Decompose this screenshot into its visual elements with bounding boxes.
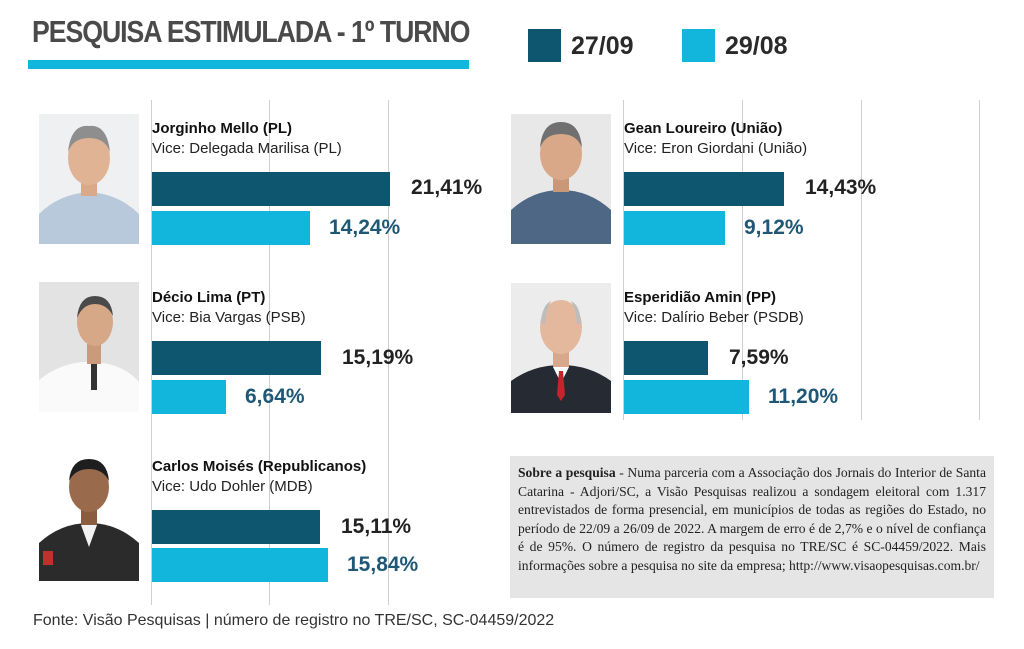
candidate-photo-carlos [39, 451, 139, 581]
bar-27-09-decio [152, 341, 321, 375]
value-label-27-09-carlos: 15,11% [341, 515, 412, 538]
value-label-27-09-gean: 14,43% [805, 176, 877, 199]
info-heading: Sobre a pesquisa [518, 465, 616, 480]
info-body: - Numa parceria com a Associação dos Jor… [518, 465, 986, 573]
candidate-name-carlos: Carlos Moisés (Republicanos) [152, 458, 367, 475]
info-text: Sobre a pesquisa - Numa parceria com a A… [518, 464, 986, 575]
candidate-name-gean: Gean Loureiro (União) [624, 120, 783, 137]
value-label-27-09-esperidiao: 7,59% [729, 346, 789, 369]
bar-27-09-carlos [152, 510, 320, 544]
candidate-vice-esperidiao: Vice: Dalírio Beber (PSDB) [624, 309, 804, 326]
source-note: Fonte: Visão Pesquisas | número de regis… [33, 612, 555, 629]
candidate-vice-carlos: Vice: Udo Dohler (MDB) [152, 478, 313, 495]
candidate-vice-decio: Vice: Bia Vargas (PSB) [152, 309, 306, 326]
info-box [510, 456, 994, 598]
value-label-27-09-jorginho: 21,41% [411, 176, 483, 199]
bar-29-08-jorginho [152, 211, 310, 245]
gridline [388, 100, 389, 605]
gridline [742, 100, 743, 420]
legend-swatch-27-09 [528, 29, 561, 62]
bar-27-09-gean [624, 172, 784, 206]
legend-label-27-09: 27/09 [571, 32, 634, 60]
gridline [979, 100, 980, 420]
bar-27-09-esperidiao [624, 341, 708, 375]
value-label-29-08-decio: 6,64% [245, 385, 305, 408]
gridline [861, 100, 862, 420]
value-label-27-09-decio: 15,19% [342, 346, 414, 369]
bar-29-08-gean [624, 211, 725, 245]
bar-29-08-carlos [152, 548, 328, 582]
bar-29-08-esperidiao [624, 380, 749, 414]
candidate-photo-decio [39, 282, 139, 412]
chart-title: PESQUISA ESTIMULADA - 1º TURNO [32, 14, 470, 49]
value-label-29-08-jorginho: 14,24% [329, 216, 401, 239]
candidate-vice-jorginho: Vice: Delegada Marilisa (PL) [152, 140, 342, 157]
candidate-name-jorginho: Jorginho Mello (PL) [152, 120, 292, 137]
candidate-name-esperidiao: Esperidião Amin (PP) [624, 289, 776, 306]
legend-label-29-08: 29/08 [725, 32, 788, 60]
candidate-vice-gean: Vice: Eron Giordani (União) [624, 140, 808, 157]
value-label-29-08-esperidiao: 11,20% [768, 385, 839, 408]
candidate-photo-jorginho [39, 114, 139, 244]
candidate-photo-gean [511, 114, 611, 244]
bar-27-09-jorginho [152, 172, 390, 206]
gridline [623, 100, 624, 420]
candidate-name-decio: Décio Lima (PT) [152, 289, 266, 306]
title-underline [28, 60, 469, 69]
candidate-photo-esperidiao [511, 283, 611, 413]
value-label-29-08-carlos: 15,84% [347, 553, 419, 576]
bar-29-08-decio [152, 380, 226, 414]
value-label-29-08-gean: 9,12% [744, 216, 804, 239]
gridline [151, 100, 152, 605]
legend-swatch-29-08 [682, 29, 715, 62]
